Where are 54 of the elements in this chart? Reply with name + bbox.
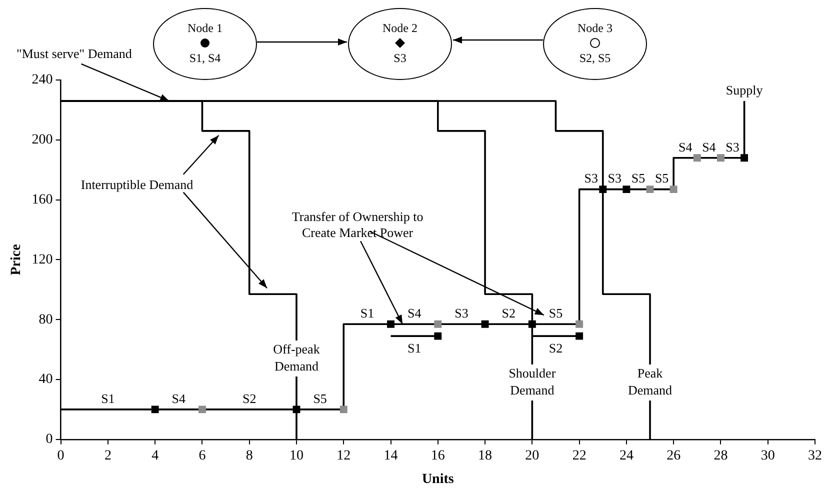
- annotation: Interruptible Demand: [80, 177, 194, 193]
- annotation: S4: [702, 139, 716, 154]
- annotation: S1: [407, 340, 422, 356]
- annotation: S5: [313, 390, 327, 406]
- annotation: S4: [172, 390, 186, 406]
- y-tick-label: 240: [32, 72, 53, 88]
- x-tick-label: 30: [760, 448, 775, 464]
- y-tick-label: 120: [32, 252, 53, 268]
- annotation: S3: [608, 170, 622, 186]
- annotation: S1: [360, 306, 374, 321]
- annotation: Off-peak Demand: [273, 341, 320, 374]
- y-tick-label: 80: [38, 312, 53, 328]
- annotation: S5: [654, 170, 669, 186]
- annotation: S2: [548, 340, 563, 356]
- annotation: "Must serve" Demand: [16, 46, 132, 62]
- ellipse: Node 2 S3: [348, 8, 452, 80]
- annotation: Shoulder Demand: [508, 365, 556, 398]
- x-tick-label: 22: [572, 448, 586, 464]
- x-tick-label: 12: [336, 448, 351, 464]
- x-tick-label: 20: [525, 448, 540, 464]
- annotation: S2: [242, 390, 256, 406]
- annotation: S2: [502, 306, 516, 321]
- x-tick-label: 18: [478, 448, 492, 464]
- x-tick-label: 32: [808, 448, 822, 464]
- annotation: S4: [407, 306, 422, 321]
- annotation: S5: [631, 170, 646, 186]
- annotation: S3: [454, 306, 468, 321]
- y-tick-label: 200: [32, 132, 53, 148]
- x-tick-label: 28: [714, 448, 728, 464]
- x-tick-label: 26: [666, 448, 681, 464]
- annotation: S5: [548, 306, 563, 321]
- x-tick-label: 16: [430, 448, 445, 464]
- x-axis-title: Units: [422, 472, 454, 488]
- y-tick-label: 160: [32, 192, 53, 208]
- annotation: S3: [726, 139, 740, 154]
- x-tick-label: 8: [246, 448, 253, 464]
- y-tick-label: 0: [46, 432, 53, 448]
- x-tick-label: 6: [198, 448, 206, 464]
- annotation: S3: [584, 170, 598, 186]
- ellipse: Node 1 S1, S4: [153, 8, 257, 80]
- annotation: S1: [101, 390, 115, 406]
- x-tick-label: 14: [384, 448, 398, 464]
- x-tick-label: 2: [104, 448, 112, 464]
- x-tick-label: 10: [289, 448, 304, 464]
- annotation: Transfer of Ownership to Create Market Power: [292, 209, 424, 242]
- annotation: Supply: [726, 82, 764, 98]
- annotation: S4: [678, 139, 693, 154]
- y-tick-label: 40: [38, 372, 53, 388]
- ellipse: Node 3 S2, S5: [543, 8, 647, 80]
- x-tick-label: 0: [57, 448, 64, 464]
- x-tick-label: 4: [152, 448, 159, 464]
- annotation: Peak Demand: [628, 365, 673, 398]
- y-axis-title: Price: [9, 244, 24, 276]
- x-tick-label: 24: [619, 448, 634, 464]
